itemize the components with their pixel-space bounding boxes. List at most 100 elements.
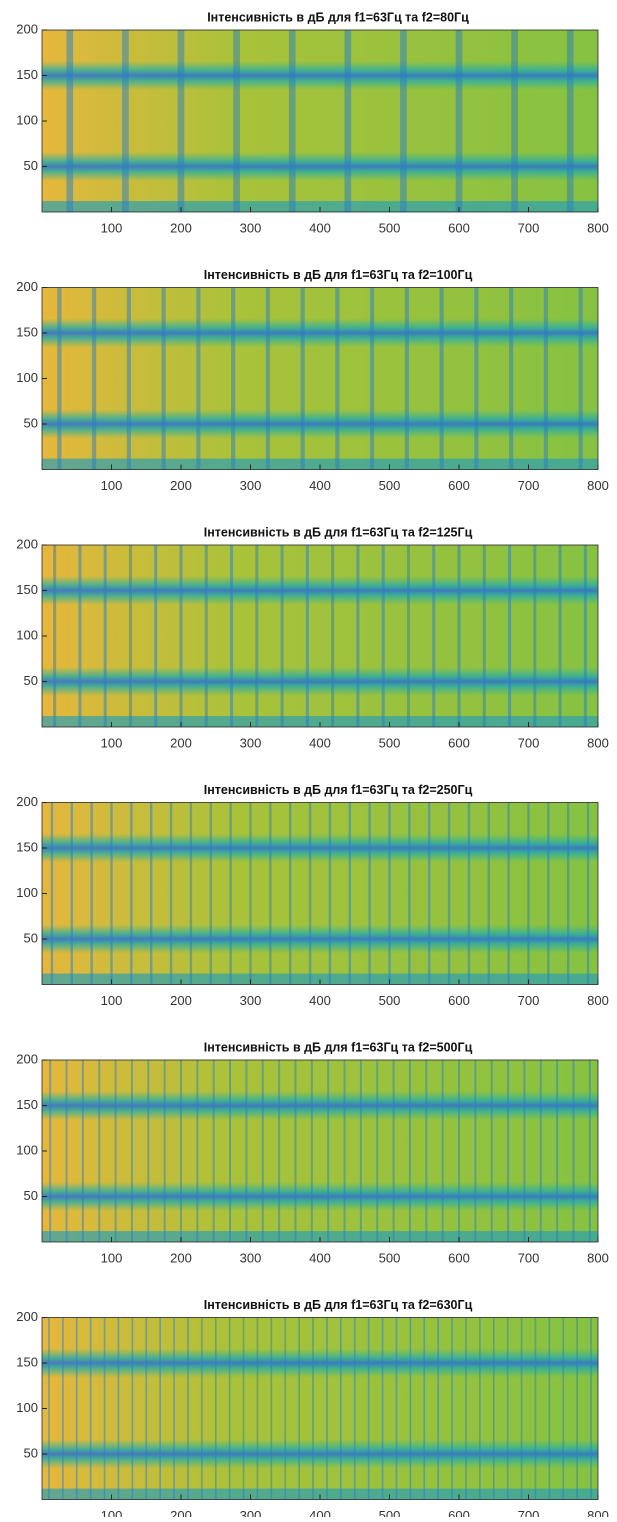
x-tick-label: 500 [379, 993, 401, 1008]
field-band [42, 575, 598, 606]
y-tick-label: 100 [16, 627, 38, 642]
x-tick-label: 300 [240, 1508, 262, 1517]
y-tick-label: 100 [16, 885, 38, 900]
x-tick-label: 100 [101, 1250, 123, 1265]
field-band [42, 201, 598, 212]
x-tick-label: 800 [587, 735, 609, 750]
x-tick-label: 600 [448, 993, 470, 1008]
x-tick-label: 100 [101, 993, 123, 1008]
x-tick-label: 700 [518, 1508, 540, 1517]
x-tick-label: 600 [448, 1508, 470, 1517]
chart-title: Інтенсивність в дБ для f1=63Гц та f2=100… [204, 268, 473, 282]
x-tick-label: 500 [379, 220, 401, 235]
x-tick-label: 200 [170, 478, 192, 493]
field-band [42, 1488, 598, 1500]
field-band [42, 1231, 598, 1242]
y-tick-label: 200 [16, 279, 38, 294]
x-tick-label: 600 [448, 220, 470, 235]
y-tick-label: 150 [16, 582, 38, 597]
y-tick-label: 50 [24, 930, 38, 945]
x-tick-label: 100 [101, 735, 123, 750]
field-band [42, 1181, 598, 1212]
field-band [42, 1348, 598, 1378]
y-tick-label: 50 [24, 1188, 38, 1203]
x-tick-label: 500 [379, 735, 401, 750]
x-tick-label: 300 [240, 735, 262, 750]
x-tick-label: 600 [448, 1250, 470, 1265]
x-tick-label: 300 [240, 220, 262, 235]
y-tick-label: 150 [16, 324, 38, 339]
contour-field [42, 287, 598, 470]
x-tick-label: 800 [587, 1508, 609, 1517]
x-tick-label: 100 [101, 478, 123, 493]
field-background [42, 287, 598, 470]
y-tick-label: 50 [24, 673, 38, 688]
x-tick-label: 400 [309, 220, 331, 235]
x-tick-label: 600 [448, 735, 470, 750]
x-tick-label: 300 [240, 1250, 262, 1265]
y-tick-label: 150 [16, 1097, 38, 1112]
y-tick-label: 100 [16, 1142, 38, 1157]
x-tick-label: 400 [309, 1250, 331, 1265]
field-band [42, 60, 598, 91]
contour-field [42, 545, 598, 727]
contour-field [42, 30, 598, 212]
x-tick-label: 500 [379, 1508, 401, 1517]
field-background [42, 802, 598, 985]
x-tick-label: 100 [101, 220, 123, 235]
y-tick-label: 150 [16, 67, 38, 82]
field-band [42, 458, 598, 470]
contour-field [42, 1060, 598, 1242]
field-band [42, 666, 598, 697]
y-tick-label: 150 [16, 1354, 38, 1369]
field-background [42, 545, 598, 727]
x-tick-label: 800 [587, 220, 609, 235]
x-tick-label: 800 [587, 993, 609, 1008]
x-tick-label: 100 [101, 1508, 123, 1517]
contour-field [42, 1317, 598, 1500]
x-tick-label: 300 [240, 993, 262, 1008]
chart-title: Інтенсивність в дБ для f1=63Гц та f2=125… [204, 525, 473, 539]
y-tick-label: 150 [16, 839, 38, 854]
field-band [42, 1439, 598, 1469]
y-tick-label: 200 [16, 536, 38, 551]
y-tick-label: 200 [16, 794, 38, 809]
y-tick-label: 100 [16, 112, 38, 127]
y-tick-label: 50 [24, 1445, 38, 1460]
x-tick-label: 700 [518, 1250, 540, 1265]
x-tick-label: 500 [379, 478, 401, 493]
x-tick-label: 200 [170, 735, 192, 750]
chart-title: Інтенсивність в дБ для f1=63Гц та f2=250… [204, 783, 473, 797]
x-tick-label: 200 [170, 993, 192, 1008]
y-tick-label: 100 [16, 1400, 38, 1415]
chart-title: Інтенсивність в дБ для f1=63Гц та f2=80Г… [207, 10, 469, 24]
x-tick-label: 400 [309, 478, 331, 493]
contour-field [42, 802, 598, 985]
x-tick-label: 200 [170, 1250, 192, 1265]
x-tick-label: 500 [379, 1250, 401, 1265]
y-tick-label: 200 [16, 21, 38, 36]
field-band [42, 318, 598, 348]
field-background [42, 1317, 598, 1500]
field-band [42, 973, 598, 985]
x-tick-label: 700 [518, 735, 540, 750]
x-tick-label: 400 [309, 1508, 331, 1517]
y-tick-label: 200 [16, 1309, 38, 1324]
chart-title: Інтенсивність в дБ для f1=63Гц та f2=500… [204, 1040, 473, 1054]
x-tick-label: 800 [587, 478, 609, 493]
field-band [42, 833, 598, 863]
x-tick-label: 200 [170, 220, 192, 235]
x-tick-label: 200 [170, 1508, 192, 1517]
field-background [42, 30, 598, 212]
y-tick-label: 50 [24, 415, 38, 430]
x-tick-label: 300 [240, 478, 262, 493]
chart-title: Інтенсивність в дБ для f1=63Гц та f2=630… [204, 1298, 473, 1312]
x-tick-label: 400 [309, 993, 331, 1008]
field-band [42, 409, 598, 439]
x-tick-label: 700 [518, 993, 540, 1008]
field-background [42, 1060, 598, 1242]
field-band [42, 924, 598, 954]
field-band [42, 151, 598, 182]
x-tick-label: 700 [518, 220, 540, 235]
